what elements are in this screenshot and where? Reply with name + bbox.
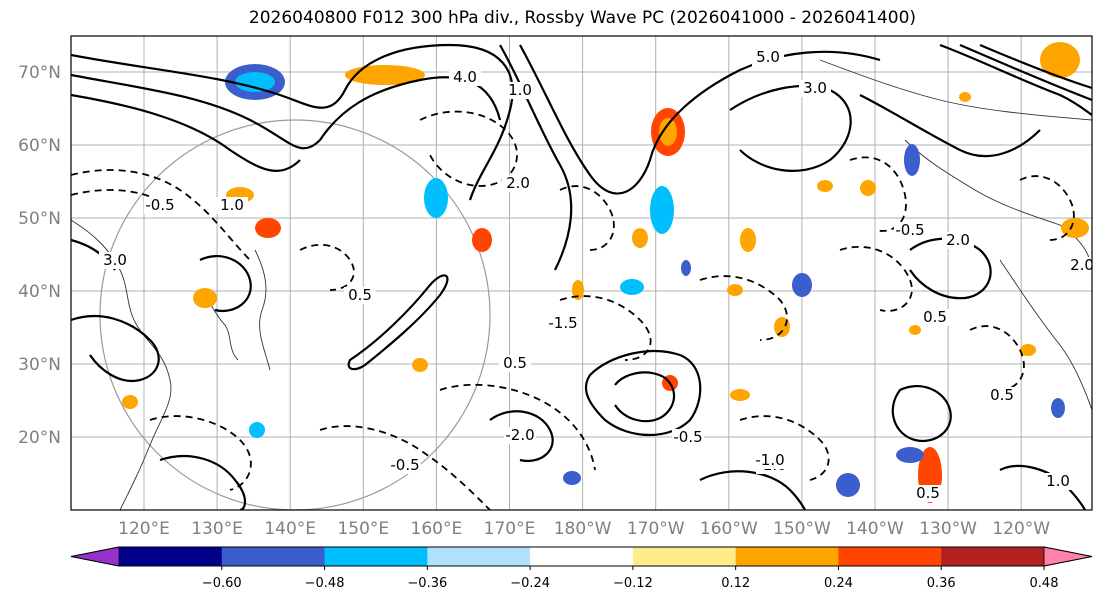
contour-label-bg [449, 69, 481, 86]
contour-label-bg [504, 427, 536, 444]
contour-label: -0.5 [390, 456, 419, 474]
contour-label-bg [1042, 473, 1074, 490]
contour-label: -2.0 [505, 426, 534, 444]
colorbar-tick-label: 0.12 [721, 576, 750, 591]
contour-label: -0.5 [145, 196, 174, 214]
contour-label-bg [894, 222, 926, 239]
lon-label: 160°E [411, 519, 463, 539]
contour-label-bg [389, 457, 421, 474]
contour-label-bg [672, 429, 704, 446]
contour-label: -0.5 [895, 221, 924, 239]
lat-label: 70°N [18, 63, 61, 83]
contour-label-bg [99, 252, 131, 269]
colorbar-tick-label: −0.60 [202, 576, 242, 591]
colorbar-tick-label: 0.36 [927, 576, 956, 591]
contour-label: 0.5 [923, 308, 947, 326]
contour-labels: 5.0 3.0 4.0 2.0 1.0 0.5 -0.5 -1.0 -1.5 -2.0 0.5 -0.… [99, 48, 1094, 502]
colorbar-tick-labels: −0.60 −0.48 −0.36 −0.24 −0.12 0.12 0.24 0.36 0.4… [202, 566, 1059, 591]
contour-label: -1.0 [755, 451, 784, 469]
colorbar-tick-label: −0.48 [305, 576, 345, 591]
contour-label: 3.0 [803, 79, 827, 97]
great-circle-arc [99, 119, 491, 510]
colorbar-tick-label: −0.36 [407, 576, 447, 591]
lon-label: 130°W [919, 519, 977, 539]
colorbar-segment [838, 547, 942, 566]
map-frame [70, 35, 1093, 511]
contour-label: 3.0 [103, 251, 127, 269]
contour-label-bg [919, 309, 951, 326]
contour-label: 1.0 [220, 196, 244, 214]
lat-label: 40°N [18, 282, 61, 302]
lon-label: 170°E [484, 519, 536, 539]
map-title: 2026040800 F012 300 hPa div., Rossby Wav… [248, 8, 917, 28]
lon-label: 160°W [700, 519, 758, 539]
contour-label-bg [547, 315, 579, 332]
lon-label: 150°E [337, 519, 389, 539]
contour-label: 5.0 [756, 48, 780, 66]
contour-label-bg [752, 49, 784, 66]
lat-label: 50°N [18, 209, 61, 229]
colorbar-segment [735, 547, 839, 566]
longitude-labels: 120°E 130°E 140°E 150°E 160°E 170°E 180°W 170°W… [118, 519, 1050, 539]
lon-label: 130°E [191, 519, 243, 539]
colorbar-extend-high [1043, 546, 1093, 567]
contour-label: 0.5 [503, 354, 527, 372]
lat-label: 20°N [18, 428, 61, 448]
lon-label: 150°W [773, 519, 831, 539]
contour-label-bg [942, 232, 974, 249]
contour-label: 2.0 [946, 231, 970, 249]
contour-label-bg [799, 80, 831, 97]
contour-label: 1.0 [1046, 472, 1070, 490]
contour-label: -1.5 [548, 314, 577, 332]
colorbar-segment [221, 547, 326, 566]
lon-label: 170°W [627, 519, 685, 539]
colorbar-segment [324, 547, 428, 566]
colorbar-extend-low [70, 546, 120, 567]
contour-label-bg [502, 175, 534, 192]
contour-label: 0.5 [916, 484, 940, 502]
colorbar-tick-label: 0.48 [1030, 576, 1059, 591]
colorbar-segment [427, 547, 531, 566]
contour-label: 0.5 [348, 286, 372, 304]
contour-label-bg [144, 197, 176, 214]
divergence-fills [122, 42, 1089, 503]
colorbar [70, 546, 1093, 567]
lon-label: 140°W [846, 519, 904, 539]
lon-label: 140°E [264, 519, 316, 539]
colorbar-segment [941, 547, 1045, 566]
contour-label-bg [499, 355, 531, 372]
colorbar-tick-label: 0.24 [824, 576, 853, 591]
contour-label-bg [504, 82, 536, 99]
lat-label: 30°N [18, 355, 61, 375]
lon-label: 120°W [992, 519, 1050, 539]
contour-label: 2.0 [1070, 256, 1094, 274]
contour-label-bg [216, 197, 248, 214]
contour-label-bg [1066, 257, 1092, 274]
lon-label: 180°W [554, 519, 612, 539]
contour-label: 1.0 [508, 81, 532, 99]
contour-label-bg [912, 485, 944, 502]
contour-label: -0.5 [673, 428, 702, 446]
contour-label: 2.0 [506, 174, 530, 192]
latitude-labels: 70°N 60°N 50°N 40°N 30°N 20°N [18, 63, 61, 448]
colorbar-segment [530, 547, 634, 566]
colorbar-tick-label: −0.12 [613, 576, 653, 591]
contour-label-bg [986, 387, 1018, 404]
contour-label-bg [344, 287, 376, 304]
colorbar-segment [119, 547, 223, 566]
colorbar-tick-label: −0.24 [510, 576, 550, 591]
colorbar-segment [632, 547, 737, 566]
contour-label: 0.5 [990, 386, 1014, 404]
contour-label: 4.0 [453, 68, 477, 86]
colorbar-outline [70, 546, 1093, 567]
map-panel [71, 36, 1092, 510]
contour-label-bg [754, 452, 786, 469]
lat-label: 60°N [18, 136, 61, 156]
lon-label: 120°E [118, 519, 170, 539]
